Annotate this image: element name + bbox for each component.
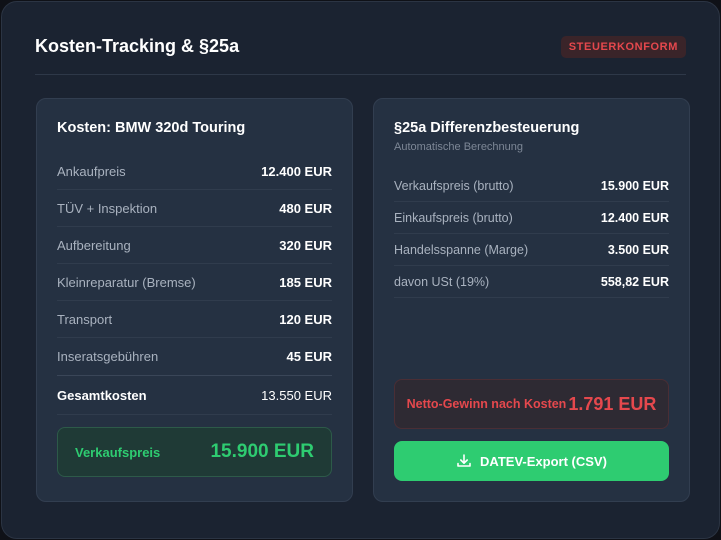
total-cost-label: Gesamtkosten (57, 387, 147, 403)
cost-value: 45 EUR (286, 349, 332, 364)
tax-row: Einkaufspreis (brutto) 12.400 EUR (394, 202, 669, 234)
cost-row: Transport 120 EUR (57, 301, 332, 338)
panel-header: Kosten-Tracking & §25a STEUERKONFORM (35, 36, 686, 75)
tax-label: Einkaufspreis (brutto) (394, 210, 513, 225)
tax-value: 3.500 EUR (607, 242, 669, 257)
cost-row: Ankaufpreis 12.400 EUR (57, 153, 332, 190)
tax-card-title: §25a Differenzbesteuerung (394, 120, 580, 136)
cost-label: Inseratsgebühren (57, 349, 159, 364)
datev-export-label: DATEV-Export (CSV) (480, 453, 607, 469)
tax-label: Verkaufspreis (brutto) (394, 178, 514, 193)
cost-label: Ankaufpreis (57, 163, 126, 179)
cost-label: Aufbereitung (57, 237, 131, 253)
download-icon (457, 454, 471, 467)
cost-list: Ankaufpreis 12.400 EUR TÜV + Inspektion 48… (57, 153, 332, 415)
cost-label: Kleinreparatur (Bremse) (57, 274, 196, 290)
tax-row: davon USt (19%) 558,82 EUR (394, 266, 669, 298)
tax-value: 12.400 EUR (600, 210, 669, 225)
page-title: Kosten-Tracking & §25a (35, 36, 240, 56)
tax-label: Handelsspanne (Marge) (394, 242, 529, 257)
cost-card-title: Kosten: BMW 320d Touring (57, 120, 246, 136)
tax-card: §25a Differenzbesteuerung Automatische B… (373, 98, 690, 502)
status-badge: STEUERKONFORM (560, 36, 686, 58)
cost-row: Kleinreparatur (Bremse) 185 EUR (57, 264, 332, 301)
datev-export-button[interactable]: DATEV-Export (CSV) (394, 441, 669, 481)
cost-label: Transport (57, 311, 113, 327)
tax-list: Verkaufspreis (brutto) 15.900 EUR Einkauf… (394, 170, 669, 298)
cost-value: 12.400 EUR (261, 163, 332, 179)
tax-row: Verkaufspreis (brutto) 15.900 EUR (394, 170, 669, 202)
sale-price-box: Verkaufspreis 15.900 EUR (57, 427, 332, 477)
total-cost-row: Gesamtkosten 13.550 EUR (57, 375, 332, 415)
total-cost-value: 13.550 EUR (261, 387, 332, 403)
net-profit-box: Netto-Gewinn nach Kosten 1.791 EUR (394, 379, 669, 429)
tax-card-subtitle: Automatische Berechnung (394, 141, 524, 153)
tax-row: Handelsspanne (Marge) 3.500 EUR (394, 234, 669, 266)
sale-price-label: Verkaufspreis (75, 444, 161, 460)
cost-row: Aufbereitung 320 EUR (57, 227, 332, 264)
tax-value: 15.900 EUR (600, 178, 669, 193)
cost-label: TÜV + Inspektion (57, 200, 158, 216)
cost-value: 120 EUR (279, 311, 332, 327)
tax-value: 558,82 EUR (600, 274, 669, 289)
cost-row: Inseratsgebühren 45 EUR (57, 338, 332, 375)
cost-card: Kosten: BMW 320d Touring Ankaufpreis 12.4… (36, 98, 353, 502)
cost-row: TÜV + Inspektion 480 EUR (57, 190, 332, 227)
net-profit-label: Netto-Gewinn nach Kosten (406, 397, 567, 411)
sale-price-value: 15.900 EUR (210, 441, 314, 462)
cost-value: 320 EUR (279, 237, 332, 253)
cost-value: 185 EUR (279, 274, 332, 290)
tax-label: davon USt (19%) (394, 274, 490, 289)
cost-value: 480 EUR (279, 200, 332, 216)
net-profit-value: 1.791 EUR (568, 393, 657, 414)
